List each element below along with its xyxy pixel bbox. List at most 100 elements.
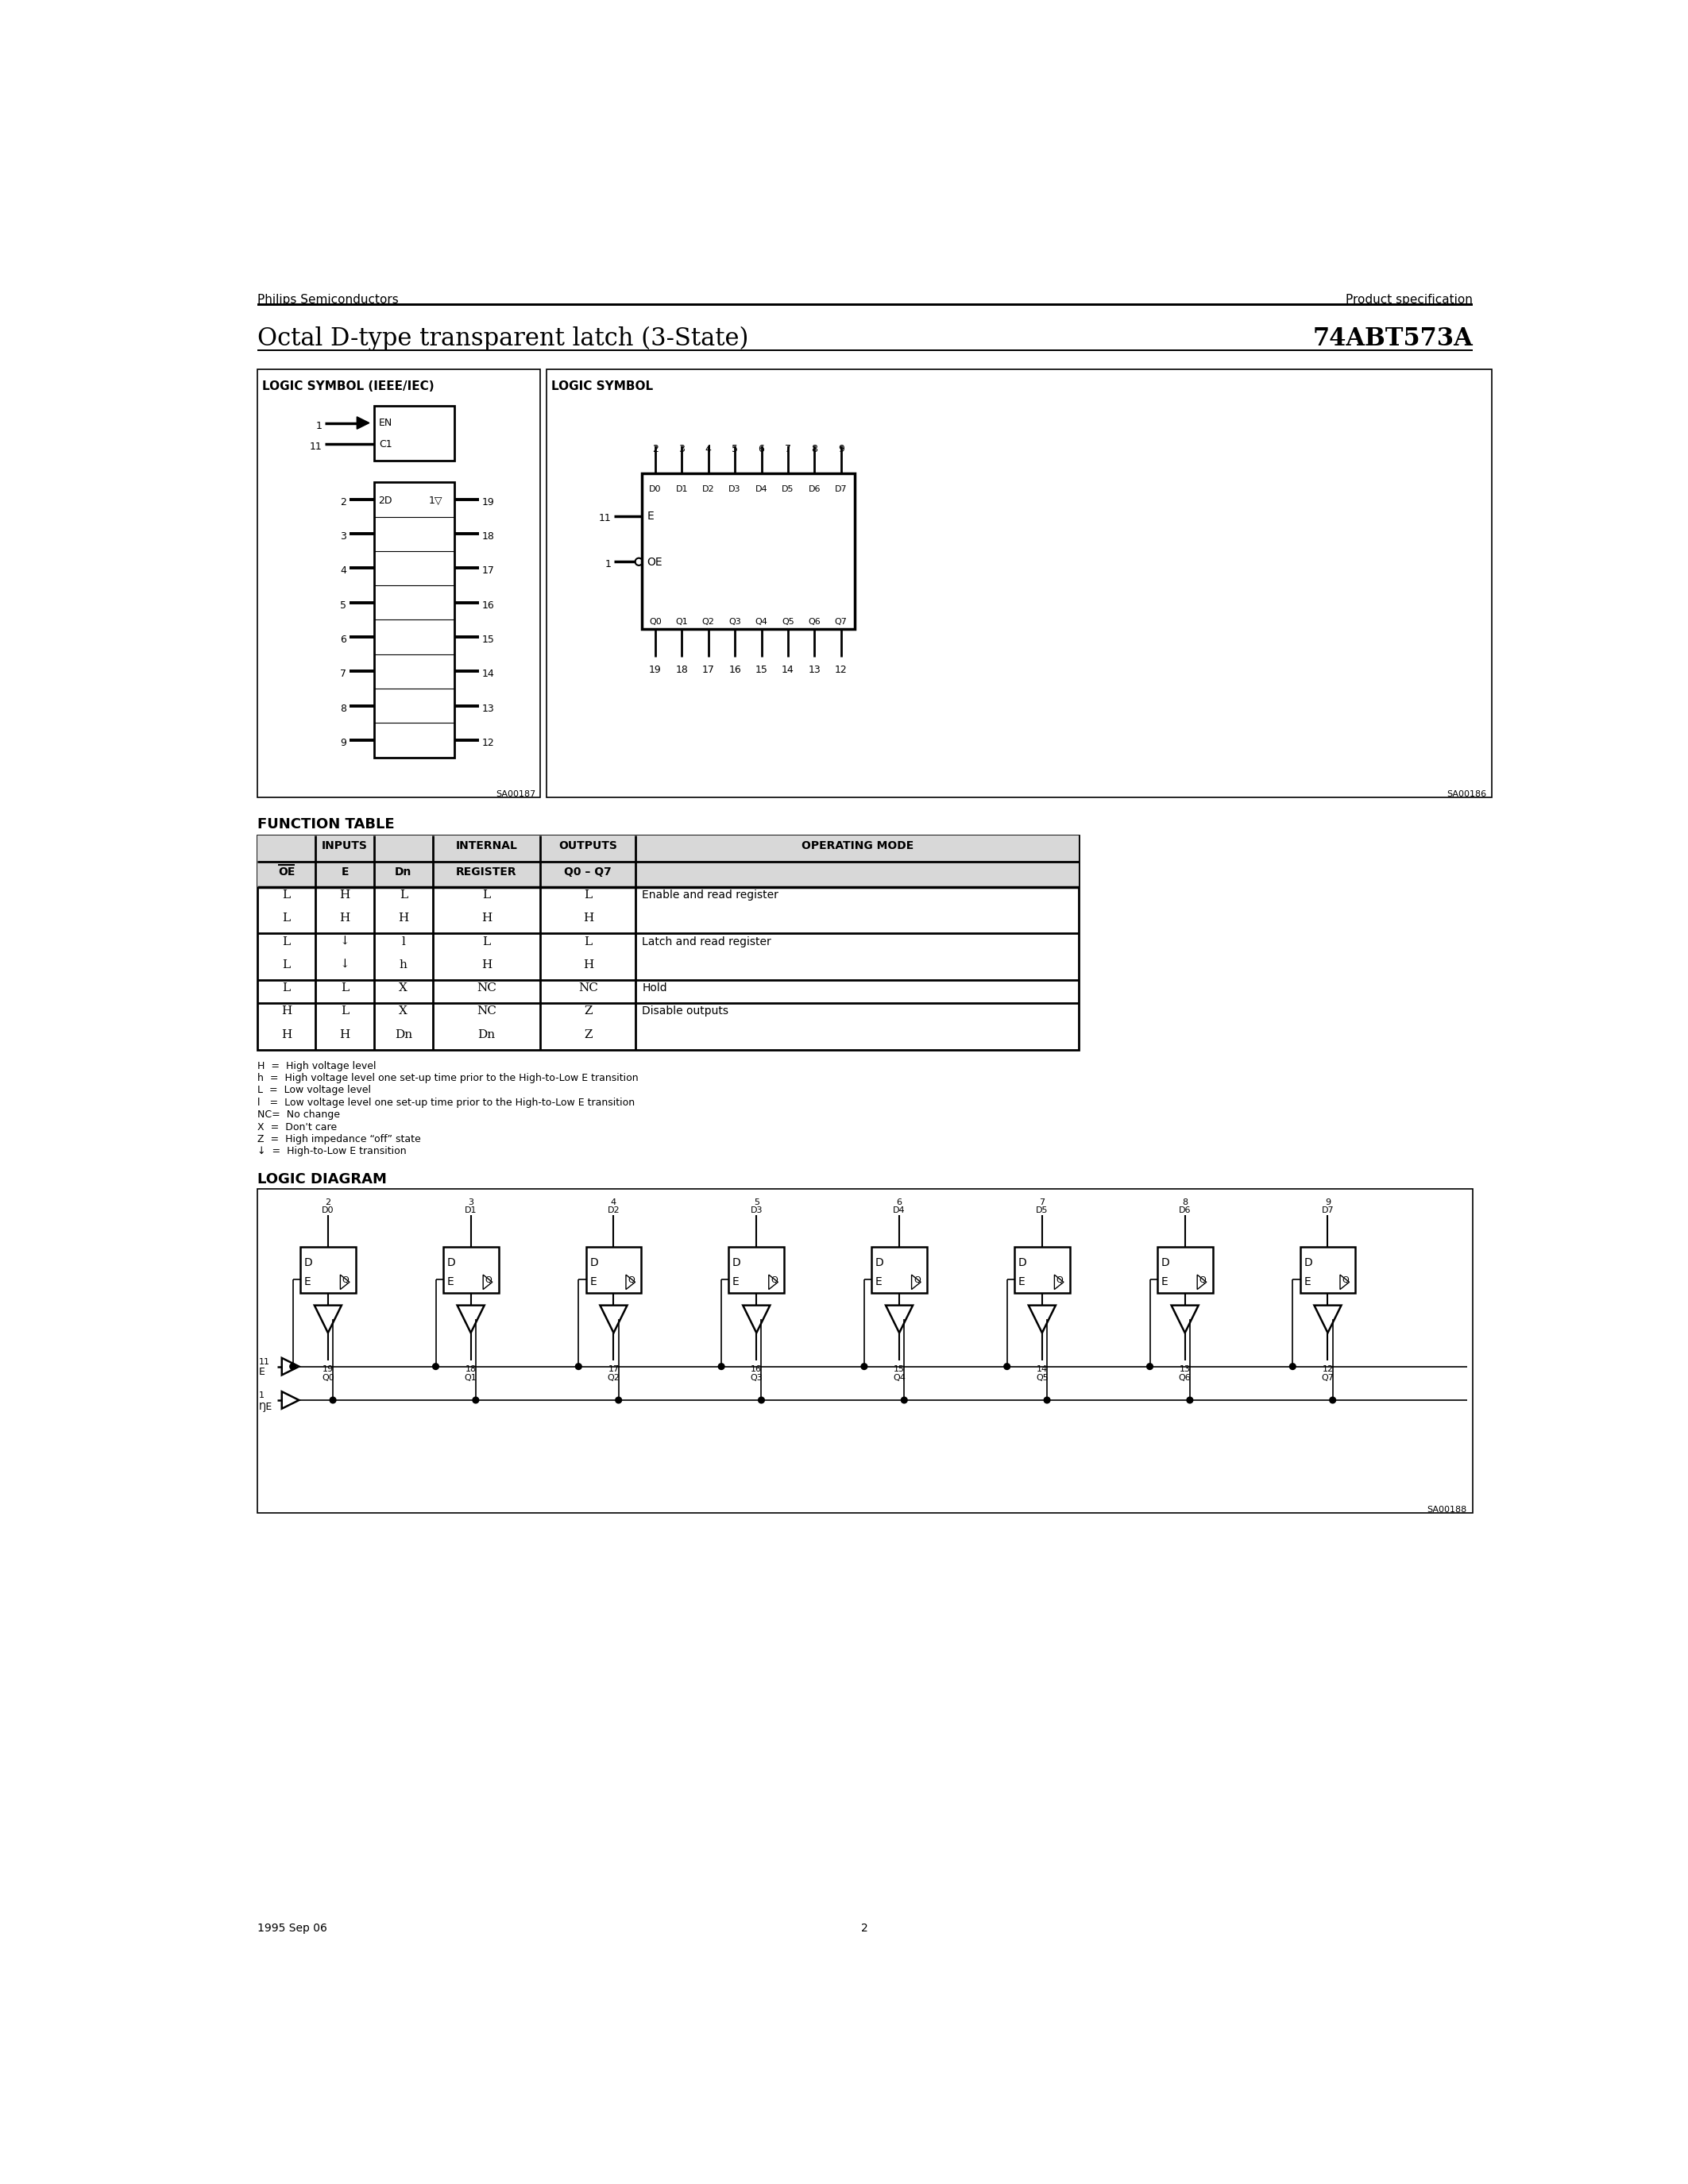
Text: D2: D2	[702, 485, 714, 494]
Bar	[375, 406, 454, 461]
Text: E: E	[876, 1278, 883, 1289]
Text: 12: 12	[836, 664, 847, 675]
Text: Q: Q	[484, 1278, 491, 1284]
Text: INPUTS: INPUTS	[322, 841, 368, 852]
Text: 18: 18	[466, 1365, 476, 1374]
Text: 19: 19	[481, 498, 495, 507]
Text: 7: 7	[1040, 1199, 1045, 1206]
Text: H: H	[282, 1005, 292, 1018]
Text: 11: 11	[309, 441, 322, 452]
Circle shape	[576, 1363, 582, 1369]
Text: OPERATING MODE: OPERATING MODE	[802, 841, 913, 852]
Text: Q5: Q5	[1036, 1374, 1048, 1382]
Text: Z: Z	[584, 1029, 592, 1040]
Text: FUNCTION TABLE: FUNCTION TABLE	[257, 817, 395, 832]
Text: L: L	[282, 913, 290, 924]
Text: L: L	[341, 1005, 349, 1018]
Text: h  =  High voltage level one set-up time prior to the High-to-Low E transition: h = High voltage level one set-up time p…	[257, 1072, 638, 1083]
Text: 2: 2	[326, 1199, 331, 1206]
Text: D: D	[1161, 1258, 1170, 1269]
Circle shape	[432, 1363, 439, 1369]
Text: 7: 7	[785, 443, 792, 454]
Text: L: L	[584, 889, 592, 900]
Circle shape	[1290, 1363, 1296, 1369]
Bar	[257, 369, 540, 797]
Bar	[257, 836, 1079, 860]
Text: Q0: Q0	[648, 618, 662, 627]
Text: 2: 2	[341, 498, 346, 507]
Bar	[586, 1247, 641, 1293]
Text: D4: D4	[755, 485, 768, 494]
Text: L: L	[483, 889, 491, 900]
Text: D2: D2	[608, 1206, 619, 1214]
Text: Q6: Q6	[1178, 1374, 1192, 1382]
Text: Q4: Q4	[893, 1374, 905, 1382]
Circle shape	[1004, 1363, 1009, 1369]
Text: h: h	[400, 959, 407, 970]
Text: 2: 2	[652, 443, 658, 454]
Text: E: E	[733, 1278, 739, 1289]
Bar	[729, 1247, 785, 1293]
Text: 15: 15	[893, 1365, 905, 1374]
Text: 14: 14	[1036, 1365, 1048, 1374]
Text: Dn: Dn	[478, 1029, 495, 1040]
Text: 5: 5	[753, 1199, 760, 1206]
Text: H: H	[398, 913, 408, 924]
Text: ŊE: ŊE	[258, 1402, 273, 1411]
Circle shape	[1330, 1398, 1335, 1402]
Text: 1: 1	[604, 559, 611, 570]
Text: H: H	[339, 889, 349, 900]
Text: D: D	[447, 1258, 456, 1269]
Text: H: H	[582, 913, 594, 924]
Bar	[375, 483, 454, 758]
Text: 9: 9	[837, 443, 844, 454]
Text: Q0: Q0	[322, 1374, 334, 1382]
Text: 1: 1	[258, 1391, 265, 1400]
Text: 9: 9	[1325, 1199, 1330, 1206]
Text: H: H	[481, 959, 491, 970]
Text: 3: 3	[468, 1199, 474, 1206]
Bar	[257, 836, 1079, 1051]
Text: 1995 Sep 06: 1995 Sep 06	[257, 1922, 327, 1933]
Text: Q2: Q2	[608, 1374, 619, 1382]
Text: L: L	[483, 937, 491, 948]
Text: L: L	[282, 937, 290, 948]
Text: D: D	[589, 1258, 598, 1269]
Circle shape	[290, 1363, 295, 1369]
Text: 17: 17	[608, 1365, 619, 1374]
Text: 11: 11	[599, 513, 611, 524]
Text: 19: 19	[322, 1365, 334, 1374]
Bar	[871, 1247, 927, 1293]
Bar	[641, 474, 854, 629]
Text: 15: 15	[481, 636, 495, 644]
Text: 74ABT573A: 74ABT573A	[1313, 325, 1474, 352]
Text: Enable and read register: Enable and read register	[641, 889, 778, 900]
Circle shape	[861, 1363, 868, 1369]
Text: 17: 17	[702, 664, 714, 675]
Text: E: E	[447, 1278, 454, 1289]
Circle shape	[901, 1398, 906, 1402]
Text: 9: 9	[341, 738, 346, 749]
Text: 3: 3	[341, 531, 346, 542]
Text: X: X	[398, 983, 408, 994]
Text: H: H	[582, 959, 594, 970]
Text: 13: 13	[809, 664, 820, 675]
Text: 8: 8	[812, 443, 817, 454]
Circle shape	[616, 1398, 621, 1402]
Text: E: E	[341, 867, 349, 878]
Text: D0: D0	[322, 1206, 334, 1214]
Text: LOGIC SYMBOL: LOGIC SYMBOL	[552, 380, 653, 391]
Text: NC: NC	[579, 983, 598, 994]
Text: 13: 13	[481, 703, 495, 714]
Text: 15: 15	[755, 664, 768, 675]
Text: L: L	[282, 959, 290, 970]
Circle shape	[1146, 1363, 1153, 1369]
Text: E: E	[647, 511, 653, 522]
Text: Q0 – Q7: Q0 – Q7	[564, 867, 611, 878]
Text: Latch and read register: Latch and read register	[641, 937, 771, 948]
Text: 17: 17	[481, 566, 495, 577]
Text: Z: Z	[584, 1005, 592, 1018]
Text: OE: OE	[647, 557, 662, 568]
Text: NC=  No change: NC= No change	[257, 1109, 339, 1120]
Text: ↓: ↓	[339, 959, 349, 970]
